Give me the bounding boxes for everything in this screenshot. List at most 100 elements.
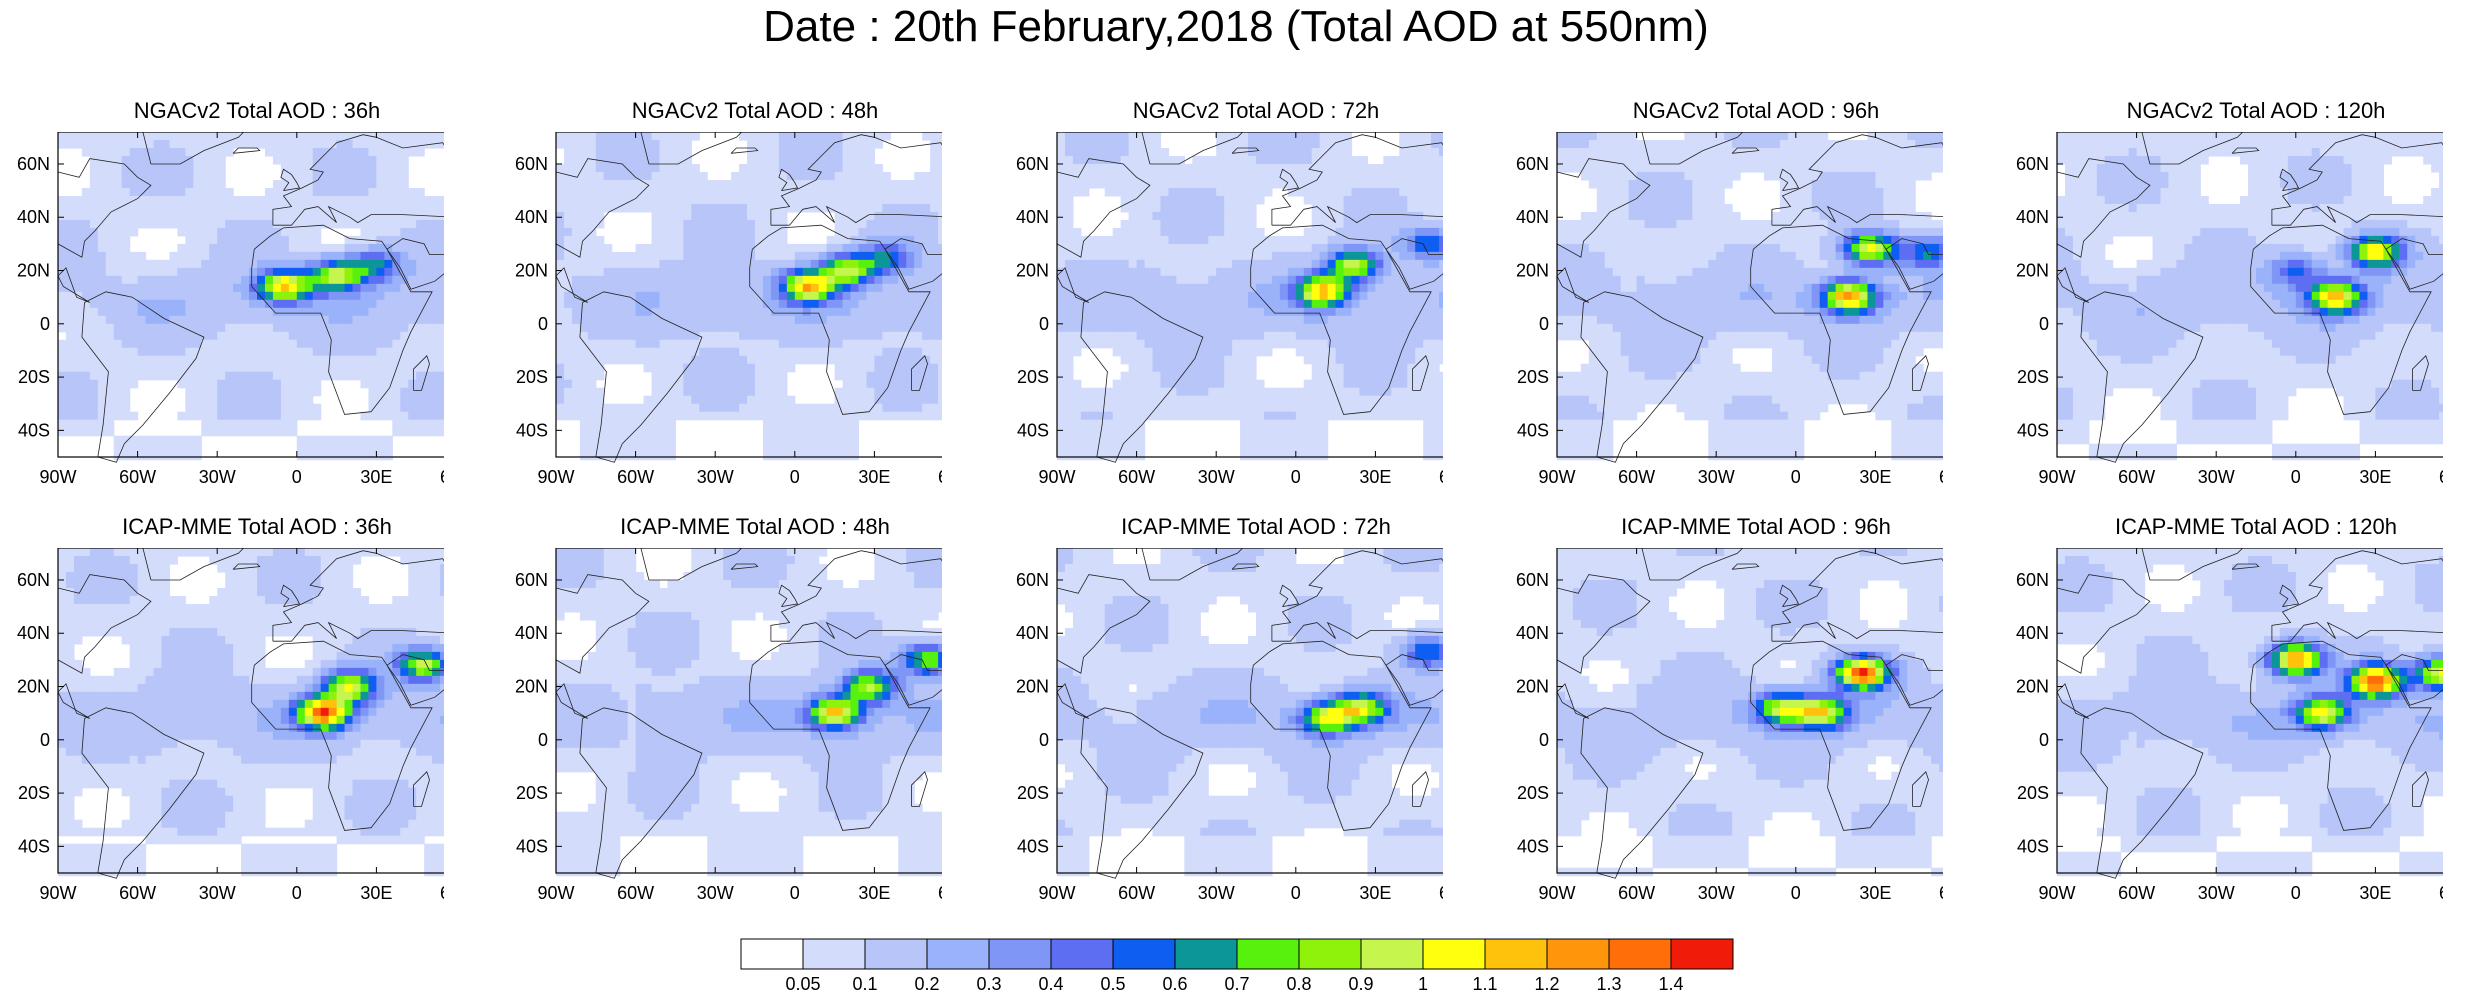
aod-cell bbox=[297, 412, 306, 421]
aod-cell bbox=[835, 452, 844, 461]
aod-cell bbox=[795, 252, 804, 261]
aod-cell bbox=[1423, 188, 1432, 197]
aod-cell bbox=[177, 364, 186, 373]
aod-cell bbox=[572, 164, 581, 173]
aod-cell bbox=[98, 300, 107, 309]
aod-cell bbox=[898, 412, 907, 421]
aod-cell bbox=[1240, 268, 1249, 277]
aod-cell bbox=[177, 188, 186, 197]
map-svg: 90W60W30W030E60E60N40N20N020S40S bbox=[4, 132, 444, 492]
aod-cell bbox=[1160, 252, 1169, 261]
aod-cell bbox=[604, 404, 613, 413]
aod-cell bbox=[659, 300, 668, 309]
aod-cell bbox=[612, 252, 621, 261]
aod-cell bbox=[763, 324, 772, 333]
aod-cell bbox=[305, 228, 314, 237]
aod-cell bbox=[424, 348, 433, 357]
aod-cell bbox=[843, 444, 852, 453]
aod-cell bbox=[392, 164, 401, 173]
aod-cell bbox=[699, 196, 708, 205]
aod-cell bbox=[169, 220, 178, 229]
aod-cell bbox=[1375, 220, 1384, 229]
aod-cell bbox=[604, 196, 613, 205]
aod-cell bbox=[368, 140, 377, 149]
aod-cell bbox=[882, 196, 891, 205]
aod-cell bbox=[1248, 148, 1257, 157]
aod-cell bbox=[1248, 244, 1257, 253]
aod-cell bbox=[771, 228, 780, 237]
aod-cell bbox=[273, 188, 282, 197]
aod-cell bbox=[588, 188, 597, 197]
aod-cell bbox=[1280, 276, 1289, 285]
aod-cell bbox=[882, 236, 891, 245]
aod-cell bbox=[819, 284, 828, 293]
aod-cell bbox=[161, 348, 170, 357]
aod-cell bbox=[114, 388, 123, 397]
aod-cell bbox=[1065, 356, 1074, 365]
aod-cell bbox=[384, 204, 393, 213]
aod-cell bbox=[1264, 292, 1273, 301]
aod-cell bbox=[249, 228, 258, 237]
aod-cell bbox=[106, 220, 115, 229]
aod-cell bbox=[636, 412, 645, 421]
aod-cell bbox=[1336, 340, 1345, 349]
aod-cell bbox=[572, 308, 581, 317]
aod-cell bbox=[217, 428, 226, 437]
aod-cell bbox=[74, 428, 83, 437]
aod-cell bbox=[938, 236, 942, 245]
aod-cell bbox=[1081, 252, 1090, 261]
aod-cell bbox=[604, 244, 613, 253]
aod-cell bbox=[74, 244, 83, 253]
aod-cell bbox=[1184, 300, 1193, 309]
aod-cell bbox=[1344, 156, 1353, 165]
aod-cell bbox=[652, 212, 661, 221]
aod-cell bbox=[1375, 332, 1384, 341]
aod-cell bbox=[596, 308, 605, 317]
aod-cell bbox=[265, 196, 274, 205]
aod-cell bbox=[185, 316, 194, 325]
aod-cell bbox=[739, 388, 748, 397]
aod-cell bbox=[851, 436, 860, 445]
aod-cell bbox=[337, 308, 346, 317]
aod-cell bbox=[667, 388, 676, 397]
aod-cell bbox=[699, 372, 708, 381]
aod-cell bbox=[138, 172, 147, 181]
aod-cell bbox=[1105, 316, 1114, 325]
aod-cell bbox=[747, 380, 756, 389]
aod-cell bbox=[1089, 244, 1098, 253]
aod-cell bbox=[715, 404, 724, 413]
aod-cell bbox=[1224, 220, 1233, 229]
aod-cell bbox=[636, 436, 645, 445]
aod-cell bbox=[819, 412, 828, 421]
aod-cell bbox=[763, 268, 772, 277]
aod-cell bbox=[691, 188, 700, 197]
aod-cell bbox=[556, 236, 565, 245]
aod-cell bbox=[858, 276, 867, 285]
aod-cell bbox=[898, 236, 907, 245]
aod-cell bbox=[819, 292, 828, 301]
aod-cell bbox=[1439, 276, 1443, 285]
aod-cell bbox=[1240, 156, 1249, 165]
aod-cell bbox=[193, 308, 202, 317]
aod-cell bbox=[154, 276, 163, 285]
aod-cell bbox=[1089, 332, 1098, 341]
aod-cell bbox=[233, 260, 242, 269]
aod-cell bbox=[922, 340, 931, 349]
aod-cell bbox=[130, 316, 139, 325]
x-tick-label: 60W bbox=[119, 467, 156, 487]
aod-cell bbox=[819, 188, 828, 197]
aod-cell bbox=[1081, 292, 1090, 301]
aod-cell bbox=[1200, 372, 1209, 381]
aod-cell bbox=[440, 316, 444, 325]
aod-cell bbox=[755, 348, 764, 357]
aod-cell bbox=[106, 244, 115, 253]
aod-cell bbox=[1352, 268, 1361, 277]
aod-cell bbox=[675, 348, 684, 357]
aod-cell bbox=[225, 364, 234, 373]
aod-cell bbox=[707, 284, 716, 293]
aod-cell bbox=[1160, 148, 1169, 157]
aod-cell bbox=[1375, 340, 1384, 349]
aod-cell bbox=[98, 340, 107, 349]
aod-cell bbox=[233, 324, 242, 333]
aod-cell bbox=[1105, 340, 1114, 349]
